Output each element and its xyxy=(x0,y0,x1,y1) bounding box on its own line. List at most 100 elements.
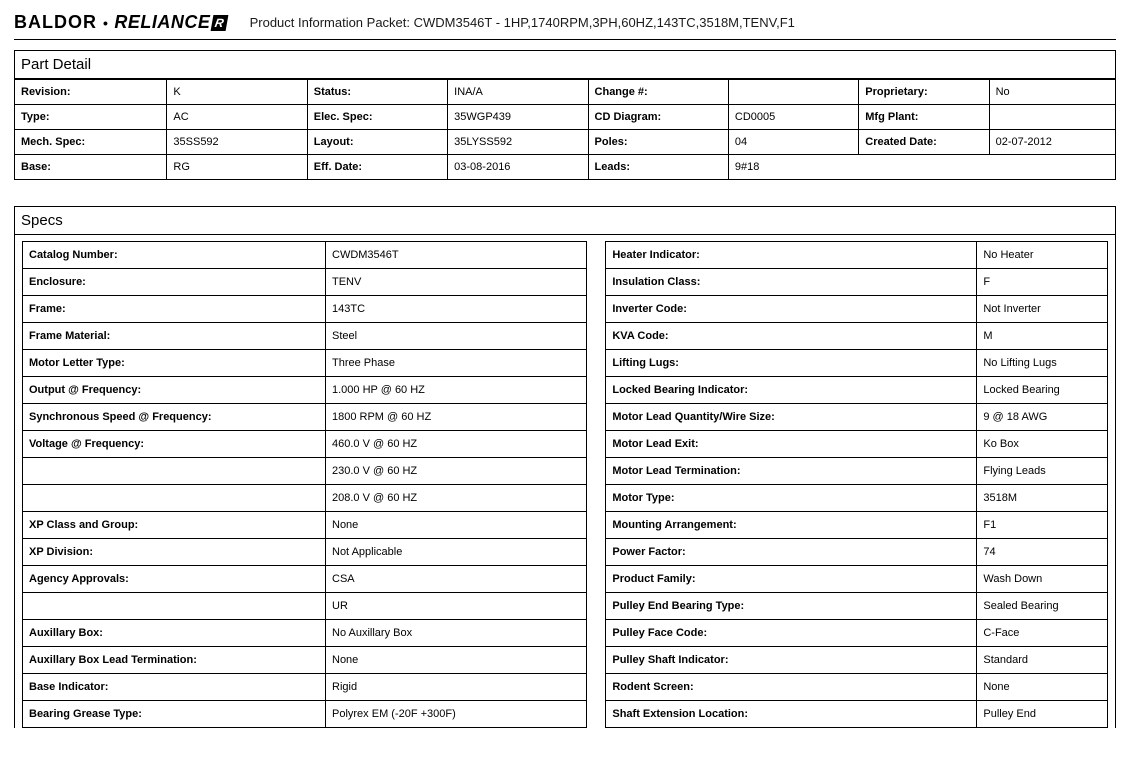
specs-container: Catalog Number:CWDM3546TEnclosure:TENVFr… xyxy=(14,235,1116,728)
table-row: XP Division:Not Applicable xyxy=(23,539,587,566)
table-row: Motor Lead Quantity/Wire Size:9 @ 18 AWG xyxy=(606,404,1108,431)
part-detail-value: AC xyxy=(167,105,307,130)
part-detail-label: Base: xyxy=(15,155,167,180)
specs-right-table: Heater Indicator:No HeaterInsulation Cla… xyxy=(605,241,1108,728)
spec-label: Auxillary Box Lead Termination: xyxy=(23,647,326,674)
table-row: KVA Code:M xyxy=(606,323,1108,350)
table-row: Revision:KStatus:INA/AChange #:Proprieta… xyxy=(15,80,1116,105)
spec-label: Pulley Shaft Indicator: xyxy=(606,647,977,674)
spec-label: Enclosure: xyxy=(23,269,326,296)
spec-value: F1 xyxy=(977,512,1108,539)
table-row: Catalog Number:CWDM3546T xyxy=(23,242,587,269)
spec-value: 230.0 V @ 60 HZ xyxy=(326,458,587,485)
spec-label: Output @ Frequency: xyxy=(23,377,326,404)
spec-label: Power Factor: xyxy=(606,539,977,566)
table-row: UR xyxy=(23,593,587,620)
table-row: Type:ACElec. Spec:35WGP439CD Diagram:CD0… xyxy=(15,105,1116,130)
part-detail-label: Eff. Date: xyxy=(307,155,447,180)
spec-label: Rodent Screen: xyxy=(606,674,977,701)
spec-value: 208.0 V @ 60 HZ xyxy=(326,485,587,512)
spec-value: 74 xyxy=(977,539,1108,566)
table-row: Heater Indicator:No Heater xyxy=(606,242,1108,269)
part-detail-label: Layout: xyxy=(307,130,447,155)
spec-value: 1.000 HP @ 60 HZ xyxy=(326,377,587,404)
specs-section: Specs Catalog Number:CWDM3546TEnclosure:… xyxy=(14,206,1116,728)
table-row: Mounting Arrangement:F1 xyxy=(606,512,1108,539)
spec-value: 9 @ 18 AWG xyxy=(977,404,1108,431)
spec-value: 143TC xyxy=(326,296,587,323)
part-detail-value: 35WGP439 xyxy=(448,105,588,130)
part-detail-value: 35LYSS592 xyxy=(448,130,588,155)
spec-value: Flying Leads xyxy=(977,458,1108,485)
spec-value: Standard xyxy=(977,647,1108,674)
spec-label: Motor Lead Termination: xyxy=(606,458,977,485)
spec-value: C-Face xyxy=(977,620,1108,647)
spec-label: Base Indicator: xyxy=(23,674,326,701)
table-row: Inverter Code:Not Inverter xyxy=(606,296,1108,323)
table-row: Base Indicator:Rigid xyxy=(23,674,587,701)
spec-label xyxy=(23,485,326,512)
part-detail-value: 03-08-2016 xyxy=(448,155,588,180)
part-detail-label: Type: xyxy=(15,105,167,130)
table-row: Enclosure:TENV xyxy=(23,269,587,296)
spec-label: Product Family: xyxy=(606,566,977,593)
table-row: Agency Approvals:CSA xyxy=(23,566,587,593)
spec-label: Catalog Number: xyxy=(23,242,326,269)
table-row: Power Factor:74 xyxy=(606,539,1108,566)
table-row: Motor Lead Exit:Ko Box xyxy=(606,431,1108,458)
table-row: Voltage @ Frequency:460.0 V @ 60 HZ xyxy=(23,431,587,458)
table-row: Motor Type:3518M xyxy=(606,485,1108,512)
table-row: Frame Material:Steel xyxy=(23,323,587,350)
table-row: Pulley Shaft Indicator:Standard xyxy=(606,647,1108,674)
spec-label: Mounting Arrangement: xyxy=(606,512,977,539)
table-row: Insulation Class:F xyxy=(606,269,1108,296)
spec-label: Insulation Class: xyxy=(606,269,977,296)
part-detail-label: Change #: xyxy=(588,80,728,105)
spec-value: 460.0 V @ 60 HZ xyxy=(326,431,587,458)
brand-reliance: RELIANCE xyxy=(114,12,210,33)
spec-value: Steel xyxy=(326,323,587,350)
part-detail-value xyxy=(728,80,858,105)
spec-label: Pulley Face Code: xyxy=(606,620,977,647)
spec-value: No Heater xyxy=(977,242,1108,269)
spec-value: M xyxy=(977,323,1108,350)
spec-value: TENV xyxy=(326,269,587,296)
spec-label: Motor Lead Exit: xyxy=(606,431,977,458)
part-detail-value: INA/A xyxy=(448,80,588,105)
part-detail-label: Status: xyxy=(307,80,447,105)
spec-value: None xyxy=(326,647,587,674)
spec-value: 1800 RPM @ 60 HZ xyxy=(326,404,587,431)
table-row: XP Class and Group:None xyxy=(23,512,587,539)
table-row: 230.0 V @ 60 HZ xyxy=(23,458,587,485)
part-detail-value: 02-07-2012 xyxy=(989,130,1115,155)
brand-r-icon: R xyxy=(211,15,229,31)
page-header: BALDOR • RELIANCE R Product Information … xyxy=(14,12,1116,40)
table-row: Locked Bearing Indicator:Locked Bearing xyxy=(606,377,1108,404)
part-detail-value: 04 xyxy=(728,130,858,155)
spec-label xyxy=(23,593,326,620)
brand-baldor: BALDOR xyxy=(14,12,97,33)
spec-label: Bearing Grease Type: xyxy=(23,701,326,728)
table-row: Lifting Lugs:No Lifting Lugs xyxy=(606,350,1108,377)
table-row: Frame:143TC xyxy=(23,296,587,323)
brand-logo: BALDOR • RELIANCE R xyxy=(14,12,228,33)
spec-value: F xyxy=(977,269,1108,296)
spec-label: Pulley End Bearing Type: xyxy=(606,593,977,620)
part-detail-title: Part Detail xyxy=(14,50,1116,79)
spec-value: Polyrex EM (-20F +300F) xyxy=(326,701,587,728)
spec-label: Synchronous Speed @ Frequency: xyxy=(23,404,326,431)
spec-label: Inverter Code: xyxy=(606,296,977,323)
spec-label: Motor Letter Type: xyxy=(23,350,326,377)
brand-dot: • xyxy=(103,15,108,31)
spec-value: CSA xyxy=(326,566,587,593)
part-detail-label: Revision: xyxy=(15,80,167,105)
table-row: Synchronous Speed @ Frequency:1800 RPM @… xyxy=(23,404,587,431)
spec-value: Rigid xyxy=(326,674,587,701)
table-row: Shaft Extension Location:Pulley End xyxy=(606,701,1108,728)
spec-label: Motor Type: xyxy=(606,485,977,512)
spec-value: Ko Box xyxy=(977,431,1108,458)
part-detail-label: Proprietary: xyxy=(859,80,989,105)
spec-value: Not Applicable xyxy=(326,539,587,566)
table-row: Base:RGEff. Date:03-08-2016Leads:9#18 xyxy=(15,155,1116,180)
spec-label: Frame Material: xyxy=(23,323,326,350)
